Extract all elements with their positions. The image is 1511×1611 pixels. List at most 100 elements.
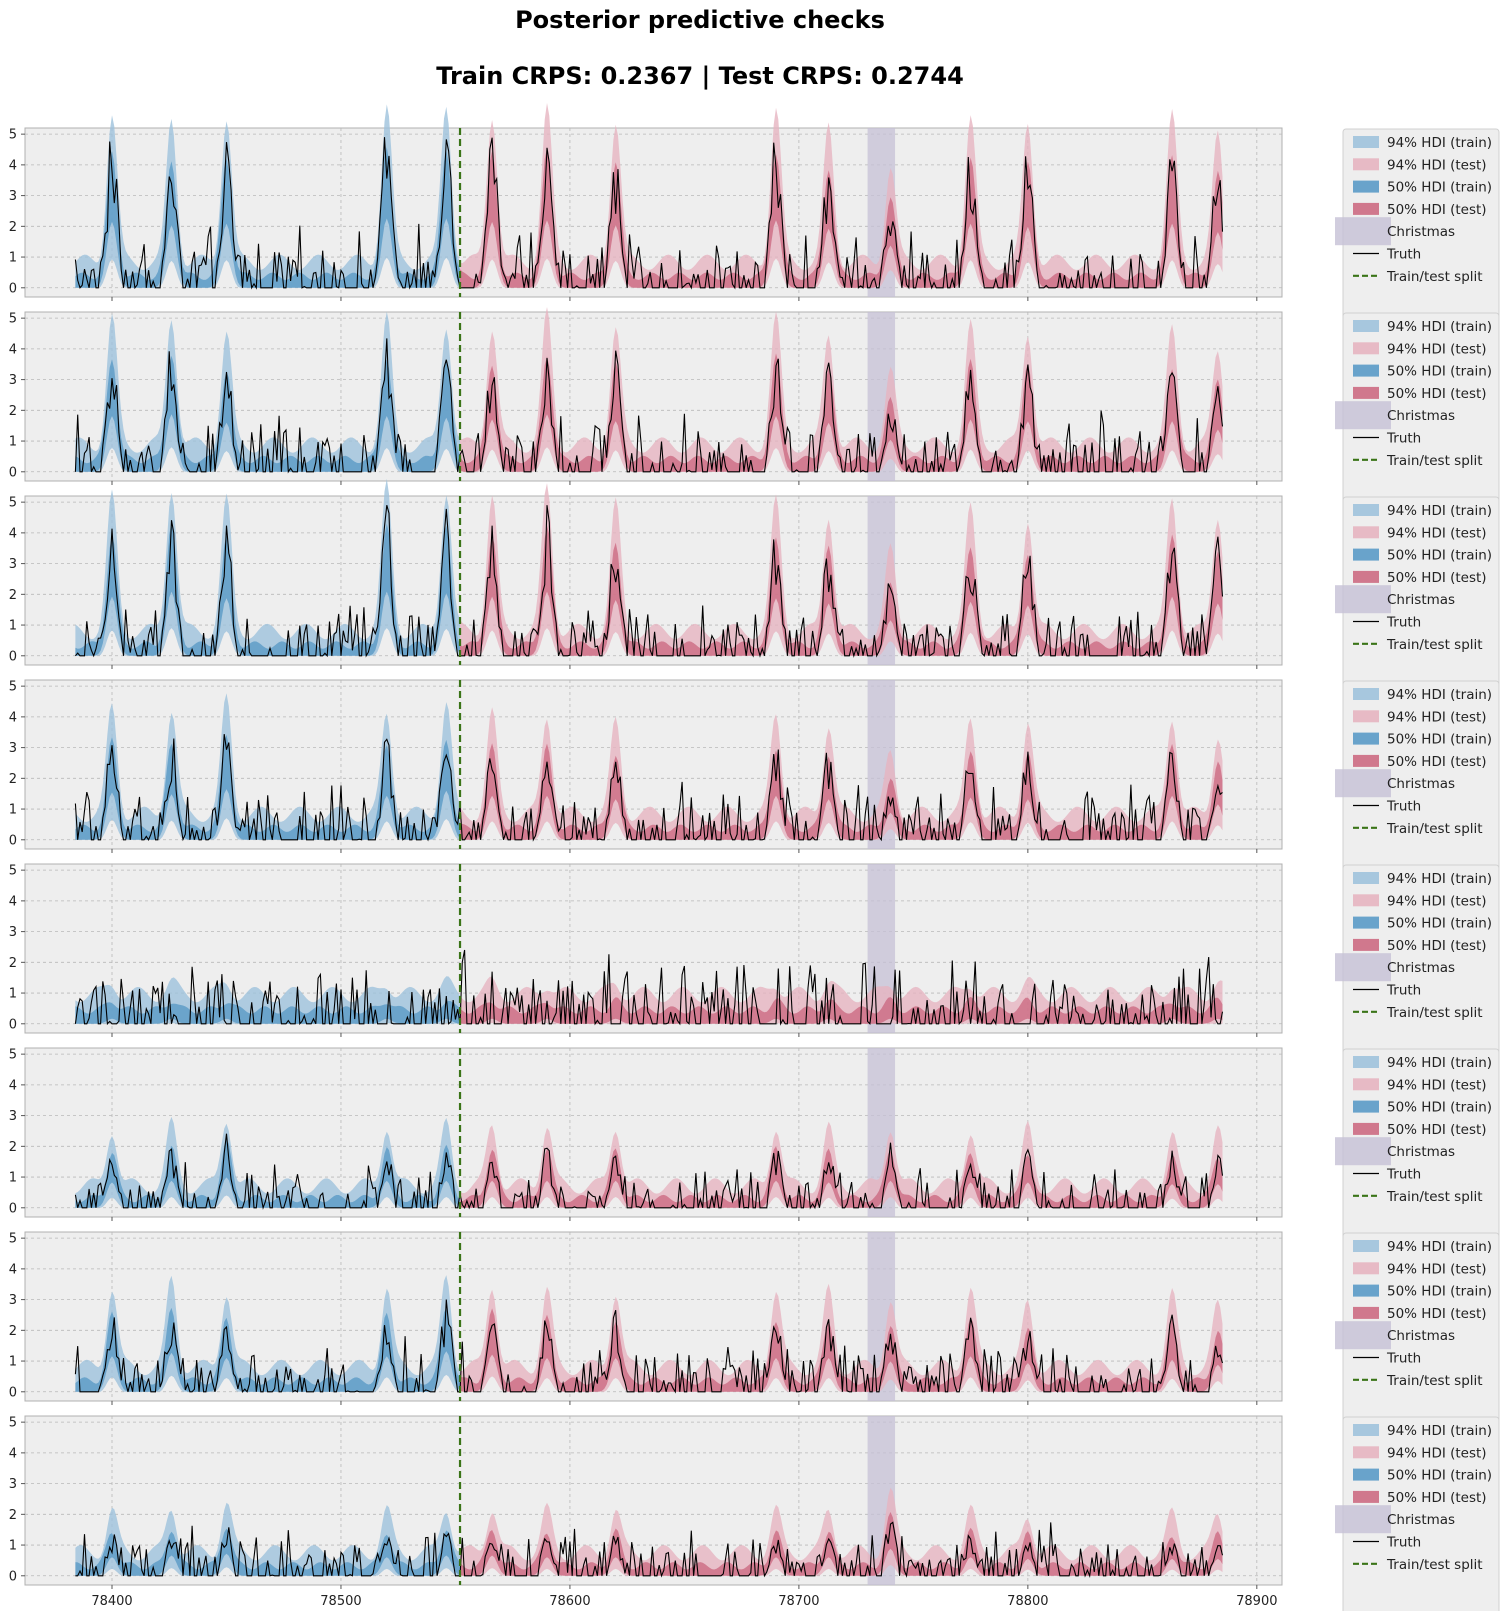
y-tick-label: 3	[9, 1293, 17, 1308]
legend-label: 50% HDI (test)	[1387, 754, 1487, 770]
legend-label: 94% HDI (test)	[1387, 341, 1487, 357]
legend-item-train-50: 50% HDI (train)	[1353, 1100, 1492, 1116]
legend-item-truth: Truth	[1353, 1167, 1421, 1183]
legend-item-train-94: 94% HDI (train)	[1353, 1055, 1492, 1071]
y-tick-label: 2	[9, 588, 17, 603]
legend-item-test-94: 94% HDI (test)	[1353, 1445, 1487, 1461]
legend-label: 94% HDI (train)	[1387, 1239, 1492, 1255]
legend-label: 50% HDI (train)	[1387, 1284, 1492, 1300]
legend-swatch	[1353, 136, 1379, 148]
legend-item-test-94: 94% HDI (test)	[1353, 341, 1487, 357]
legend-label: Christmas	[1387, 1512, 1455, 1528]
legend-item-test-50: 50% HDI (test)	[1353, 202, 1487, 218]
legend-label: Truth	[1386, 247, 1421, 263]
y-tick-label: 5	[9, 496, 17, 511]
legend-label: Train/test split	[1386, 1189, 1483, 1205]
legend-item-test-50: 50% HDI (test)	[1353, 754, 1487, 770]
legend-swatch	[1353, 1424, 1379, 1436]
legend-swatch	[1353, 710, 1379, 723]
legend-item-split: Train/test split	[1353, 1005, 1483, 1021]
legend-label: 94% HDI (train)	[1387, 503, 1492, 519]
legend-label: Train/test split	[1386, 821, 1483, 837]
y-tick-label: 5	[9, 128, 17, 143]
legend-label: 50% HDI (train)	[1387, 364, 1492, 380]
truth-line	[74, 137, 1224, 290]
legend-item-test-50: 50% HDI (test)	[1353, 1306, 1487, 1322]
band-94-train	[75, 1275, 461, 1392]
chart-title: Posterior predictive checks	[515, 6, 885, 34]
legend-label: 94% HDI (test)	[1387, 525, 1487, 541]
legend-label: 94% HDI (test)	[1387, 893, 1487, 909]
panel-1: 0 1 2 3 4 5 94% HDI (train) 94% HDI (test) 50% H…	[9, 103, 1500, 350]
legend-label: 50% HDI (test)	[1387, 386, 1487, 402]
truth-line	[75, 1521, 1224, 1578]
legend-item-train-50: 50% HDI (train)	[1353, 1284, 1492, 1300]
y-tick-label: 3	[9, 1477, 17, 1492]
legend-swatch	[1353, 1240, 1379, 1252]
band-50-train	[75, 1307, 461, 1392]
legend: 94% HDI (train) 94% HDI (test) 50% HDI (tr…	[1335, 312, 1500, 534]
y-tick-label: 5	[9, 1416, 17, 1431]
legend-swatch	[1353, 364, 1379, 377]
legend: 94% HDI (train) 94% HDI (test) 50% HDI (tr…	[1335, 1416, 1500, 1611]
legend-item-truth: Truth	[1353, 1535, 1421, 1551]
legend-swatch	[1353, 548, 1379, 561]
y-tick-label: 4	[9, 710, 17, 725]
legend-label: Truth	[1386, 1167, 1421, 1183]
legend-swatch	[1353, 1284, 1379, 1297]
y-tick-label: 2	[9, 956, 17, 971]
legend-item-train-94: 94% HDI (train)	[1353, 135, 1492, 151]
legend-swatch	[1335, 585, 1391, 614]
legend-item-train-50: 50% HDI (train)	[1353, 916, 1492, 932]
y-tick-label: 2	[9, 404, 17, 419]
panel-5: 0 1 2 3 4 5 94% HDI (train) 94% HDI (test) 50% H…	[9, 863, 1500, 1086]
legend-label: Christmas	[1387, 408, 1455, 424]
band-50-test	[460, 148, 1223, 288]
legend-label: 50% HDI (train)	[1387, 548, 1492, 564]
y-tick-label: 0	[9, 465, 17, 480]
legend-item-christmas: Christmas	[1335, 217, 1455, 246]
legend-label: 94% HDI (train)	[1387, 871, 1492, 887]
legend-label: Christmas	[1387, 592, 1455, 608]
legend: 94% HDI (train) 94% HDI (test) 50% HDI (tr…	[1335, 864, 1500, 1086]
legend-label: Truth	[1386, 1351, 1421, 1367]
legend-swatch	[1353, 916, 1379, 929]
y-tick-label: 0	[9, 1201, 17, 1216]
truth-line	[74, 1299, 1224, 1394]
legend-swatch	[1353, 180, 1379, 193]
y-tick-label: 5	[9, 312, 17, 327]
band-50-train	[75, 522, 461, 656]
legend-swatch	[1353, 526, 1379, 539]
legend-swatch	[1353, 1122, 1379, 1135]
y-tick-label: 1	[9, 251, 17, 266]
legend-swatch	[1353, 872, 1379, 884]
y-tick-label: 3	[9, 189, 17, 204]
y-tick-label: 4	[9, 158, 17, 173]
legend: 94% HDI (train) 94% HDI (test) 50% HDI (tr…	[1335, 680, 1500, 902]
legend-label: Christmas	[1387, 960, 1455, 976]
legend-item-train-94: 94% HDI (train)	[1353, 1239, 1492, 1255]
y-tick-label: 4	[9, 1262, 17, 1277]
legend-item-split: Train/test split	[1353, 1557, 1483, 1573]
legend-label: 94% HDI (test)	[1387, 1261, 1487, 1277]
y-tick-label: 5	[9, 864, 17, 879]
legend-label: 50% HDI (test)	[1387, 1490, 1487, 1506]
legend-item-train-94: 94% HDI (train)	[1353, 319, 1492, 335]
legend-label: 94% HDI (test)	[1387, 1077, 1487, 1093]
legend-label: 94% HDI (test)	[1387, 709, 1487, 725]
legend-swatch	[1353, 1446, 1379, 1459]
legend-label: 50% HDI (test)	[1387, 938, 1487, 954]
y-tick-label: 4	[9, 894, 17, 909]
legend-swatch	[1335, 401, 1391, 430]
legend-item-test-94: 94% HDI (test)	[1353, 525, 1487, 541]
legend-label: Train/test split	[1386, 453, 1483, 469]
band-94-train	[75, 1502, 461, 1576]
legend-swatch	[1353, 894, 1379, 907]
legend-label: Truth	[1386, 983, 1421, 999]
legend-label: Train/test split	[1386, 1557, 1483, 1573]
y-tick-label: 3	[9, 557, 17, 572]
legend-item-christmas: Christmas	[1335, 585, 1455, 614]
legend-item-train-50: 50% HDI (train)	[1353, 732, 1492, 748]
legend-item-train-50: 50% HDI (train)	[1353, 364, 1492, 380]
legend-label: 50% HDI (test)	[1387, 1306, 1487, 1322]
